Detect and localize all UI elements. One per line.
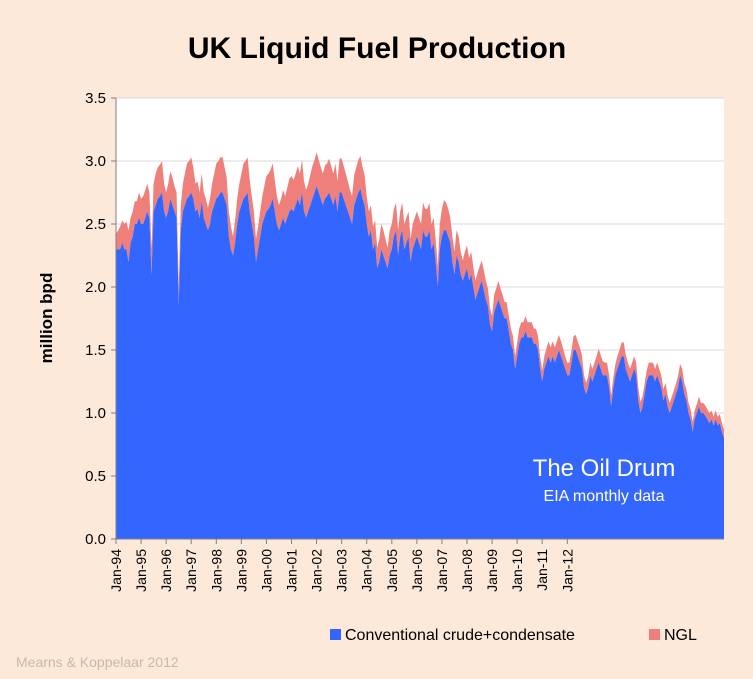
x-tick-label: Jan-11 [534,549,550,591]
y-tick-label: 2.0 [85,279,106,296]
legend-label-ngl: NGL [664,627,697,644]
axes [115,98,724,540]
x-tick-label: Jan-10 [509,549,525,592]
x-tick-label: Jan-97 [183,549,199,592]
y-tick-label: 0.0 [85,531,106,548]
x-tick-label: Jan-00 [258,549,274,592]
x-tick-label: Jan-94 [108,549,124,592]
credit-text: Mearns & Koppelaar 2012 [16,654,179,670]
x-tick-label: Jan-01 [284,549,300,592]
x-tick-label: Jan-05 [384,549,400,592]
y-tick-label: 3.0 [85,153,106,170]
x-tick-label: Jan-98 [208,549,224,592]
x-tick-label: Jan-99 [233,549,249,592]
x-tick-labels: Jan-94 Jan-95 Jan-96 Jan-97 Jan-98 Jan-99 Jan-… [108,539,575,592]
y-tick-labels: 0.0 0.5 1.0 1.5 2.0 2.5 3.0 3.5 [85,90,106,548]
x-tick-label: Jan-09 [484,549,500,592]
legend-swatch-crude [330,629,341,640]
y-tick-label: 1.5 [85,342,106,359]
y-tick-label: 3.5 [85,90,106,107]
y-axis-title: million bpd [37,273,56,364]
watermark-title: The Oil Drum [533,455,676,482]
legend: Conventional crude+condensate NGL [330,627,697,644]
watermark-subtitle: EIA monthly data [544,488,665,505]
x-tick-label: Jan-03 [334,549,350,592]
x-tick-label: Jan-04 [359,549,375,592]
chart-title: UK Liquid Fuel Production [188,32,566,65]
legend-label-crude: Conventional crude+condensate [345,627,575,644]
x-tick-label: Jan-07 [434,549,450,592]
legend-swatch-ngl [649,629,660,640]
y-tick-label: 2.5 [85,216,106,233]
area-series [116,152,724,539]
y-tick-label: 0.5 [85,468,106,485]
x-tick-label: Jan-08 [459,549,475,592]
x-tick-label: Jan-96 [158,549,174,592]
x-tick-label: Jan-12 [559,549,575,592]
x-tick-label: Jan-02 [309,549,325,592]
x-tick-label: Jan-95 [133,549,149,592]
area-crude [116,186,724,539]
y-tick-label: 1.0 [85,405,106,422]
x-tick-label: Jan-06 [409,549,425,592]
